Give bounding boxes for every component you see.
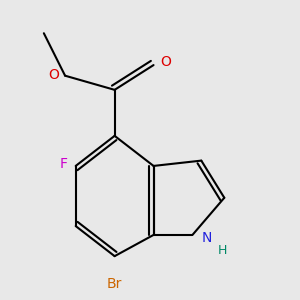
Text: O: O: [160, 55, 171, 69]
Text: F: F: [60, 157, 68, 171]
Text: H: H: [218, 244, 227, 257]
Text: N: N: [201, 231, 212, 245]
Text: O: O: [48, 68, 59, 82]
Text: Br: Br: [107, 278, 122, 291]
